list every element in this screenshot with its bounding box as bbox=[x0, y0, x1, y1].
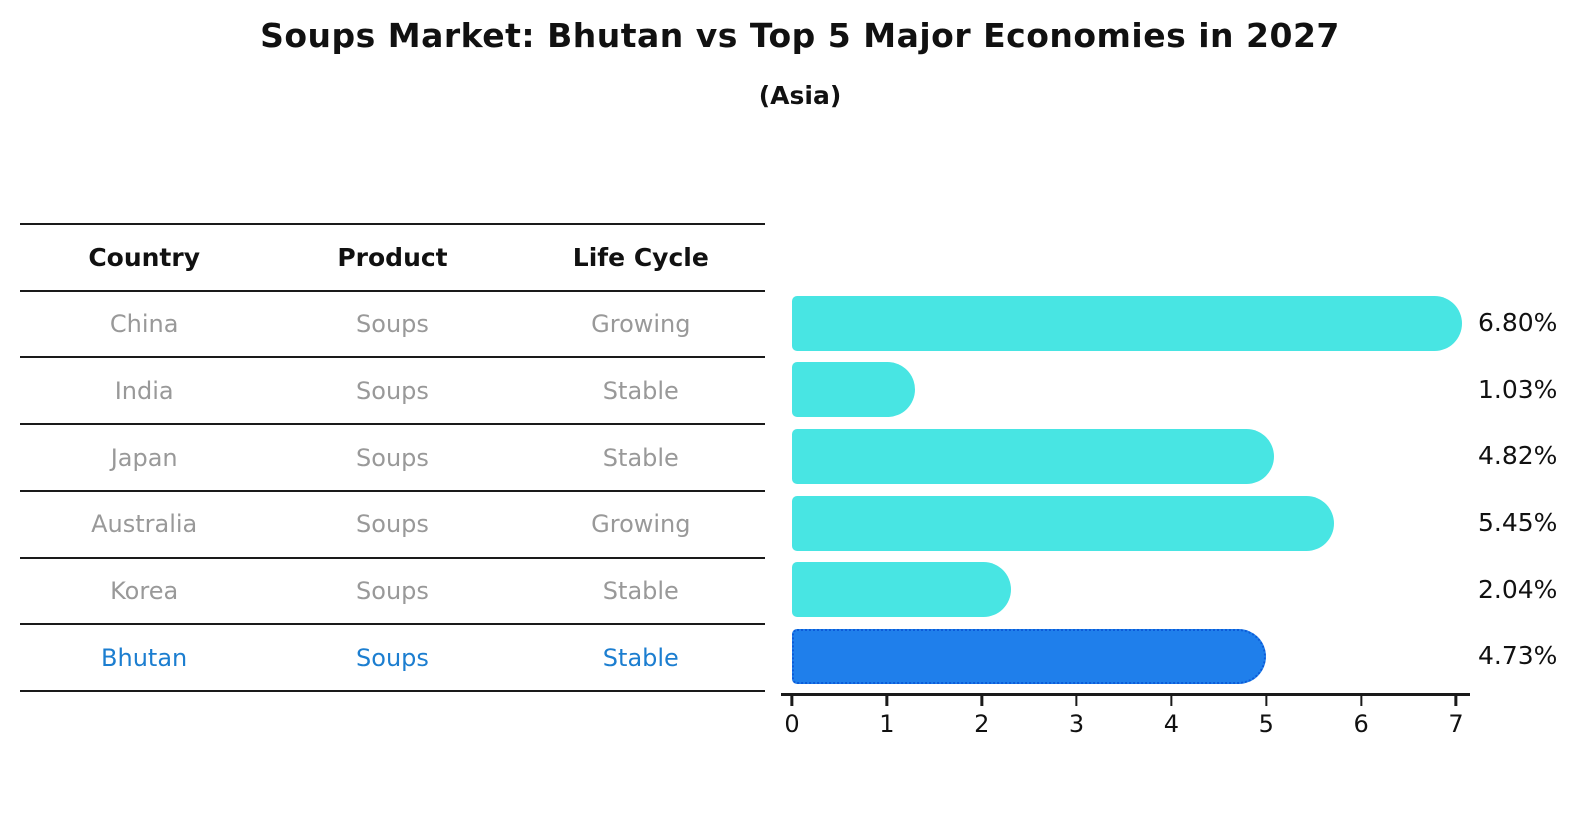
tick-label: 5 bbox=[1258, 710, 1274, 738]
x-tick: 5 bbox=[1259, 696, 1274, 738]
tick-label: 0 bbox=[784, 710, 800, 738]
product-cell: Soups bbox=[356, 310, 429, 339]
life-cycle-cell: Stable bbox=[602, 443, 679, 472]
table-header-row: Country Product Life Cycle bbox=[20, 225, 765, 292]
chart-title: Soups Market: Bhutan vs Top 5 Major Econ… bbox=[260, 16, 1340, 55]
table-row: Korea Soups Stable bbox=[20, 559, 765, 626]
product-cell: Soups bbox=[356, 510, 429, 539]
bar-japan bbox=[792, 428, 1275, 484]
table-row: India Soups Stable bbox=[20, 358, 765, 426]
tick-label: 4 bbox=[1163, 710, 1180, 738]
bar-chart bbox=[792, 223, 1463, 690]
tick-mark bbox=[980, 696, 983, 706]
country-cell: China bbox=[109, 310, 179, 339]
country-table: Country Product Life Cycle China Soups G… bbox=[20, 223, 765, 693]
product-cell: Soups bbox=[356, 376, 429, 405]
product-cell: Soups bbox=[356, 643, 429, 672]
value-label: 2.04% bbox=[1478, 574, 1558, 604]
country-cell: Bhutan bbox=[101, 643, 188, 672]
table-row: Japan Soups Stable bbox=[20, 425, 765, 492]
value-label: 6.80% bbox=[1478, 308, 1558, 337]
x-axis-ticks: 0 1 2 3 4 5 6 7 bbox=[784, 696, 1464, 756]
country-cell: Japan bbox=[110, 443, 178, 472]
tick-label: 2 bbox=[974, 710, 990, 738]
chart-subtitle: (Asia) bbox=[758, 81, 842, 110]
x-tick: 6 bbox=[1354, 696, 1369, 738]
value-label: 4.73% bbox=[1478, 641, 1558, 671]
tick-mark bbox=[790, 696, 794, 706]
life-cycle-cell: Growing bbox=[591, 510, 691, 539]
country-cell: Australia bbox=[91, 510, 198, 539]
product-cell: Soups bbox=[356, 443, 429, 472]
life-cycle-cell: Stable bbox=[602, 576, 679, 605]
table-row: China Soups Growing bbox=[20, 292, 765, 359]
bar-australia bbox=[792, 495, 1334, 551]
life-cycle-cell: Growing bbox=[591, 310, 691, 339]
country-cell: Korea bbox=[110, 576, 179, 605]
x-tick: 1 bbox=[879, 696, 894, 738]
tick-label: 3 bbox=[1068, 710, 1085, 738]
value-label: 5.45% bbox=[1478, 508, 1558, 537]
bar-korea bbox=[792, 562, 1011, 618]
tick-mark bbox=[1170, 696, 1173, 706]
life-cycle-cell: Stable bbox=[602, 376, 679, 405]
tick-label: 6 bbox=[1353, 710, 1369, 738]
value-label: 1.03% bbox=[1478, 374, 1558, 404]
header-product: Product bbox=[337, 242, 448, 272]
tick-mark bbox=[1359, 696, 1363, 706]
value-label: 4.82% bbox=[1478, 441, 1558, 471]
tick-mark bbox=[1454, 696, 1458, 706]
tick-mark bbox=[885, 696, 889, 706]
life-cycle-cell: Stable bbox=[602, 643, 679, 672]
tick-mark bbox=[1075, 696, 1078, 706]
x-tick: 7 bbox=[1448, 696, 1464, 738]
x-tick: 2 bbox=[974, 696, 989, 738]
tick-label: 7 bbox=[1448, 710, 1464, 738]
x-tick: 3 bbox=[1069, 696, 1084, 738]
table-row-highlighted: Bhutan Soups Stable bbox=[20, 625, 765, 693]
x-tick: 4 bbox=[1164, 696, 1179, 738]
bar-bhutan-highlighted bbox=[792, 628, 1266, 684]
tick-label: 1 bbox=[879, 710, 895, 738]
header-country: Country bbox=[88, 242, 201, 272]
bar-india bbox=[792, 362, 915, 418]
header-life-cycle: Life Cycle bbox=[572, 242, 709, 272]
bar-china bbox=[792, 295, 1463, 351]
country-cell: India bbox=[114, 376, 174, 405]
x-axis-line bbox=[781, 693, 1470, 696]
tick-mark bbox=[1265, 696, 1268, 706]
product-cell: Soups bbox=[356, 576, 429, 605]
x-tick: 0 bbox=[784, 696, 800, 738]
table-row: Australia Soups Growing bbox=[20, 492, 765, 559]
